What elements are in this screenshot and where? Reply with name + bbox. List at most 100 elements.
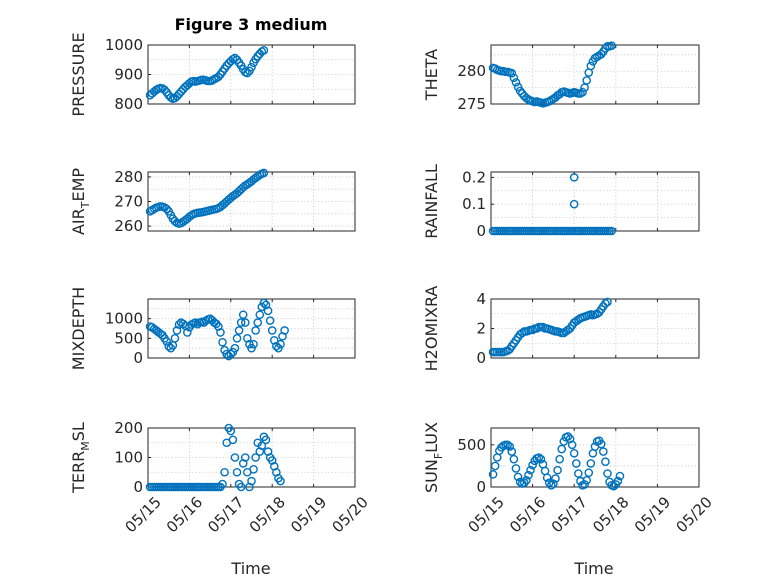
y-axis-label-h2omixra: H2OMIXRA — [422, 286, 441, 372]
data-point — [524, 470, 533, 480]
data-point — [574, 469, 583, 478]
data-point — [178, 319, 188, 329]
data-point — [226, 426, 236, 436]
y-tick-label: 1000 — [105, 36, 143, 54]
data-point — [505, 442, 515, 451]
axes-box — [490, 44, 700, 105]
data-point — [261, 435, 271, 445]
x-tick-label: 05/15 — [121, 493, 164, 536]
data-point — [599, 447, 608, 456]
data-point — [607, 41, 616, 50]
x-tick-label: 05/17 — [204, 493, 247, 536]
data-point — [240, 318, 250, 327]
data-point — [584, 468, 594, 477]
data-point — [263, 306, 273, 316]
data-point — [503, 440, 512, 450]
y-axis-label-pressure: PRESSURE — [69, 32, 88, 116]
data-point — [569, 199, 579, 209]
data-point — [160, 85, 169, 95]
y-tick-label: 0 — [133, 349, 143, 367]
subplot-air-temp: 260 270 280 AIRTEMP — [69, 168, 356, 235]
data-point — [567, 440, 577, 450]
y-tick-label: 0 — [133, 478, 143, 496]
data-point — [236, 482, 246, 492]
data-point — [228, 435, 238, 445]
axes-box — [490, 171, 700, 232]
data-point — [218, 337, 227, 347]
y-tick-label: 4 — [476, 290, 486, 308]
data-point — [234, 326, 244, 335]
data-point — [265, 316, 275, 325]
data-point — [542, 473, 552, 483]
data-point — [578, 87, 587, 97]
y-tick-label: 280 — [457, 62, 486, 80]
x-tick-label: 05/19 — [631, 493, 674, 536]
y-tick-label: 200 — [114, 419, 143, 437]
data-point — [553, 465, 562, 475]
x-tick-label: 05/20 — [672, 493, 715, 536]
data-point — [490, 461, 500, 471]
data-point — [596, 439, 606, 449]
x-tick-label: 05/18 — [589, 493, 632, 536]
data-point — [601, 457, 610, 467]
y-tick-label: 800 — [114, 95, 143, 113]
data-point — [162, 204, 171, 214]
data-point — [191, 318, 200, 327]
data-point — [580, 480, 589, 489]
data-point — [259, 168, 269, 178]
data-point — [226, 349, 236, 359]
data-point — [230, 453, 240, 462]
data-point — [609, 481, 619, 491]
data-point — [603, 469, 612, 478]
y-tick-label: 1000 — [105, 310, 143, 328]
data-point — [528, 460, 537, 470]
data-point — [534, 453, 544, 462]
data-point — [549, 479, 558, 488]
data-point — [511, 464, 521, 473]
x-axis-label-right: Time — [573, 559, 613, 578]
data-point — [276, 339, 285, 349]
data-point — [536, 454, 546, 464]
data-point — [280, 326, 289, 335]
data-point — [214, 72, 223, 82]
data-point — [276, 476, 285, 486]
data-point — [555, 454, 564, 464]
data-point — [247, 476, 256, 486]
data-point — [511, 78, 521, 87]
data-point — [582, 475, 591, 485]
data-point — [532, 324, 542, 333]
y-tick-label: 0 — [476, 349, 486, 367]
y-tick-label: 0 — [476, 478, 486, 496]
data-point — [507, 447, 517, 456]
data-point — [220, 467, 229, 477]
x-tick-label: 05/16 — [163, 493, 206, 536]
y-axis-label-sun-flux: SUNFLUX — [422, 422, 445, 493]
figure-title: Figure 3 medium — [175, 15, 328, 34]
y-axis-label-terr-msl: TERRMSL — [69, 422, 92, 494]
data-point — [519, 478, 529, 488]
data-point — [249, 464, 258, 474]
data-point — [251, 453, 260, 462]
data-point — [601, 299, 610, 308]
x-tick-label: 05/20 — [328, 493, 371, 536]
data-point — [509, 73, 519, 83]
data-point — [507, 68, 517, 78]
data-point — [509, 454, 519, 464]
y-axis-label-air-temp: AIRTEMP — [69, 168, 92, 235]
subplot-h2omixra: 0 2 4 H2OMIXRA — [422, 286, 700, 372]
data-point — [251, 326, 260, 335]
y-axis-label-rainfall: RAINFALL — [422, 164, 441, 239]
data-point — [586, 61, 596, 71]
data-point — [174, 320, 184, 329]
data-point — [162, 337, 171, 346]
data-point — [272, 341, 281, 351]
y-axis-label-theta: THETA — [422, 49, 441, 101]
data-point — [547, 481, 556, 490]
data-point — [563, 432, 573, 441]
data-point — [232, 467, 242, 477]
